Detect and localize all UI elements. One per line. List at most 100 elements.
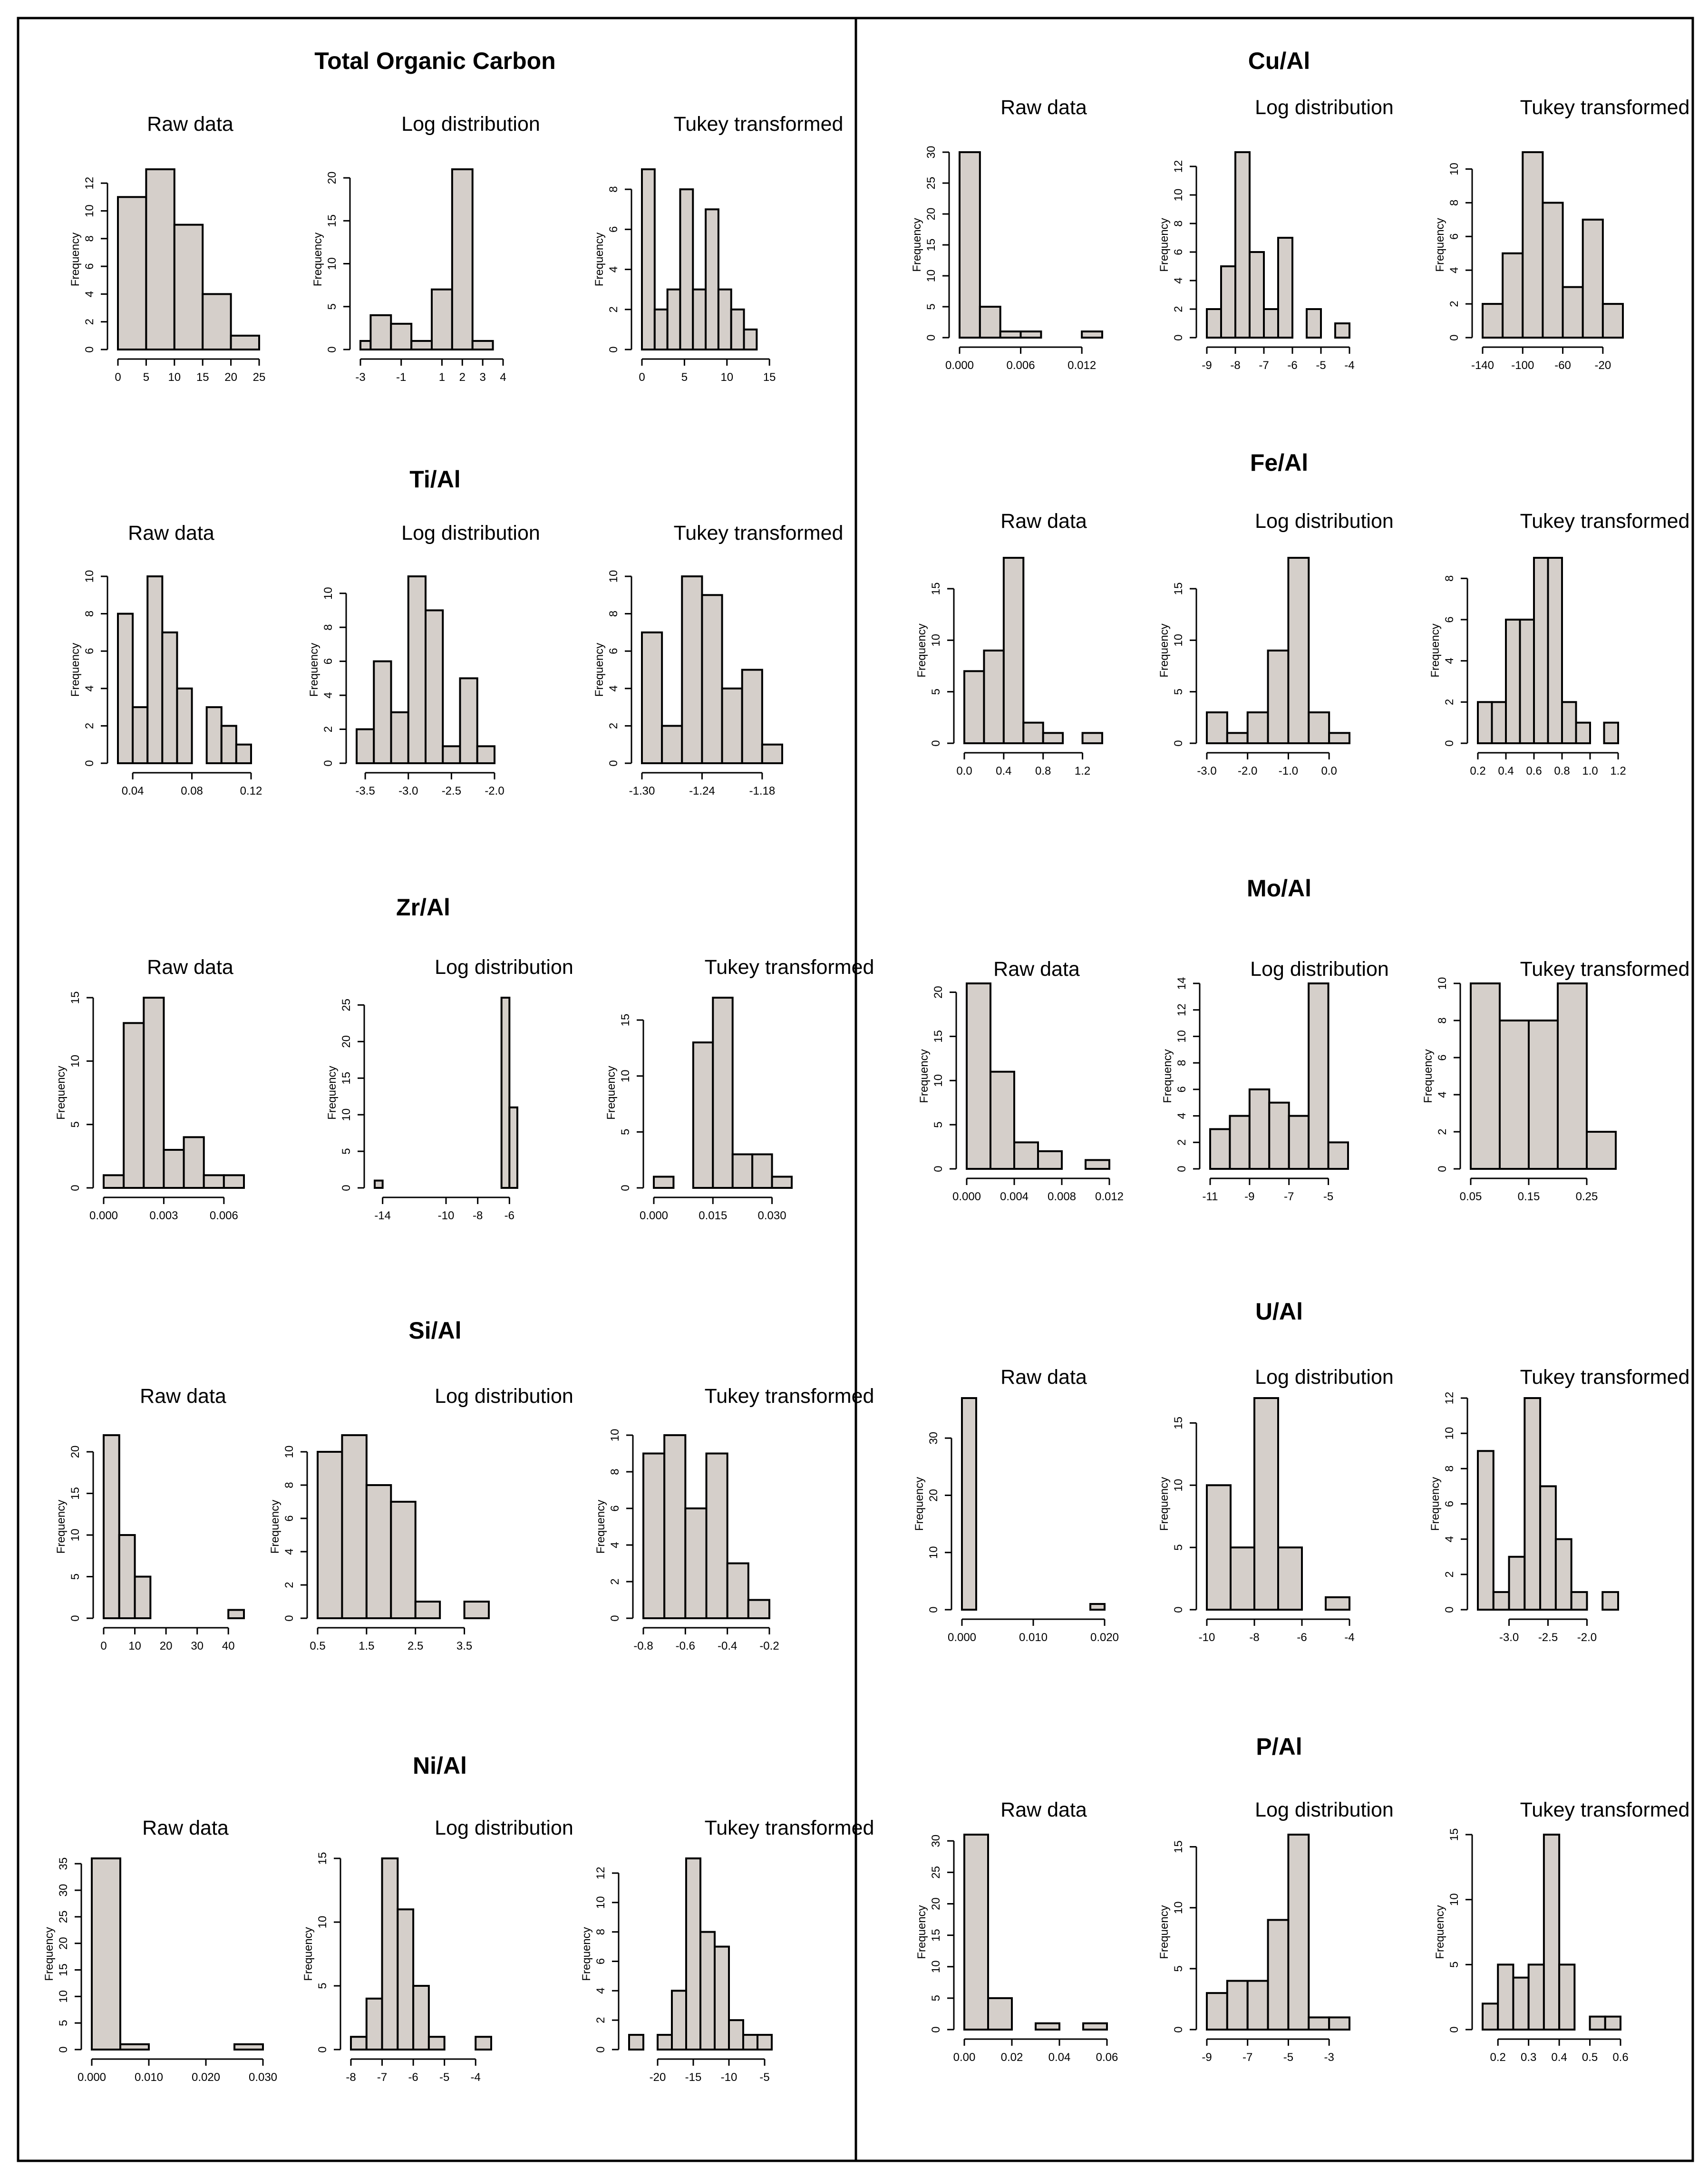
histogram-panel: Tukey transformed Frequency -3.0 -2.5 -2.0 0 2… — [1429, 1366, 1689, 1644]
y-axis-label: Frequency — [1434, 1905, 1446, 1959]
histogram-bar — [1477, 1450, 1494, 1611]
x-tick-label: 25 — [253, 371, 266, 384]
histogram-panel: Log distribution Frequency -3.5 -3.0 -2.5 -2.… — [308, 522, 540, 797]
y-tick-label: 20 — [927, 1489, 940, 1502]
x-tick-label: -0.6 — [676, 1640, 695, 1652]
histogram-bar — [183, 1136, 205, 1189]
x-tick-label: -9 — [1202, 2051, 1212, 2064]
x-tick-label: -1.0 — [1279, 765, 1298, 778]
histogram-panel: Log distribution Frequency -10 -8 -6 -4 0 5 10 15 — [1158, 1366, 1394, 1644]
y-tick-label: 0 — [283, 1615, 296, 1621]
histogram-bar — [1528, 1020, 1559, 1170]
histogram-panel: Tukey transformed Frequency 0.2 0.3 0.4 0.5 0.… — [1434, 1798, 1689, 2064]
histogram-bar — [508, 1106, 519, 1189]
x-tick-label: 0.12 — [240, 785, 262, 797]
group-title-toc: Total Organic Carbon — [314, 48, 555, 74]
histogram-bar — [741, 669, 763, 764]
x-tick-label: -3 — [1324, 2051, 1334, 2064]
x-tick-label: 1 — [439, 371, 445, 384]
histogram-panel: Tukey transformed Frequency -20 -15 -10 -5 0 2 4… — [580, 1817, 874, 2084]
y-tick-label: 2 — [607, 306, 620, 312]
histogram-bar — [373, 660, 392, 764]
x-tick-label: 20 — [224, 371, 237, 384]
y-tick-label: 10 — [1175, 1030, 1188, 1043]
histogram-bar — [747, 1599, 771, 1619]
x-tick-label: 0.06 — [1096, 2051, 1118, 2064]
histogram-bar — [1287, 557, 1310, 744]
y-tick-label: 0 — [1175, 1166, 1188, 1172]
x-tick-label: 15 — [763, 371, 776, 384]
histogram-panel: Log distribution Frequency -14 -10 -8 -6 0 5 10 1… — [326, 956, 573, 1222]
histogram-bar — [641, 168, 656, 350]
x-tick-label: 0.008 — [1048, 1190, 1076, 1203]
y-tick-label: 4 — [1448, 267, 1461, 273]
y-tick-label: 5 — [930, 1995, 942, 2001]
histogram-panel: Log distribution Frequency -3.0 -2.0 -1.0 0.0… — [1158, 510, 1394, 778]
histogram-bar — [1277, 237, 1293, 339]
x-tick-label: -15 — [685, 2071, 702, 2084]
y-tick-label: 6 — [1443, 616, 1456, 622]
histogram-bar — [1533, 557, 1549, 744]
x-tick-label: 0.020 — [192, 2071, 220, 2084]
y-tick-label: 0 — [340, 1185, 353, 1191]
histogram-bar — [1209, 1128, 1231, 1170]
y-tick-label: 8 — [83, 235, 96, 242]
y-tick-label: 5 — [619, 1129, 632, 1135]
y-tick-label: 4 — [1175, 1113, 1188, 1119]
histogram-bar — [731, 1153, 754, 1189]
y-tick-label: 0 — [83, 346, 96, 352]
y-tick-label: 20 — [930, 1897, 942, 1910]
y-axis-label: Frequency — [69, 643, 82, 697]
x-tick-label: 0.020 — [1090, 1631, 1119, 1644]
histogram-bar — [1505, 619, 1521, 744]
y-axis-label: Frequency — [605, 1066, 618, 1119]
x-tick-label: 0.015 — [699, 1209, 727, 1222]
x-tick-label: 0.15 — [1518, 1190, 1540, 1203]
histogram-bar — [1308, 2016, 1330, 2031]
histogram-bar — [1081, 330, 1103, 339]
y-tick-label: 20 — [57, 1937, 70, 1950]
y-tick-label: 10 — [316, 1916, 329, 1929]
histogram-bar — [359, 340, 372, 351]
x-tick-label: -5 — [1316, 359, 1326, 372]
y-tick-label: 10 — [340, 1108, 353, 1121]
y-tick-label: 0 — [609, 1615, 621, 1621]
y-axis-label: Frequency — [1158, 1905, 1171, 1959]
x-tick-label: 0.003 — [149, 1209, 178, 1222]
histogram-bar — [761, 743, 784, 764]
x-tick-label: 0.000 — [945, 359, 974, 372]
panel-title: Log distribution — [1255, 96, 1394, 119]
y-axis-label: Frequency — [1422, 1049, 1435, 1103]
y-tick-label: 15 — [930, 583, 942, 595]
panel-title: Raw data — [147, 956, 233, 979]
y-tick-label: 4 — [594, 1988, 607, 1994]
histogram-bar — [203, 1174, 225, 1189]
y-tick-label: 15 — [340, 1072, 353, 1085]
panel-title: Raw data — [147, 113, 233, 136]
histogram-bar — [176, 687, 193, 765]
histogram-bar — [91, 1857, 121, 2051]
y-tick-label: 5 — [930, 689, 942, 695]
histogram-bar — [369, 314, 392, 350]
panel-title: Raw data — [140, 1385, 226, 1408]
y-tick-label: 0 — [83, 760, 96, 766]
histogram-bar — [1206, 308, 1222, 339]
histogram-bar — [1206, 711, 1228, 744]
histogram-bar — [685, 1857, 701, 2051]
histogram-bar — [146, 575, 164, 764]
y-tick-label: 5 — [57, 2020, 70, 2026]
histogram-bar — [205, 706, 223, 764]
y-tick-label: 10 — [930, 1960, 942, 1973]
x-tick-label: -2.0 — [485, 785, 504, 797]
histogram-bar — [427, 2036, 446, 2051]
histogram-bar — [397, 1908, 415, 2051]
x-tick-label: -1 — [396, 371, 406, 384]
y-tick-label: 0 — [326, 346, 339, 352]
y-tick-label: 10 — [607, 570, 620, 583]
x-tick-label: 0.0 — [956, 765, 972, 778]
y-tick-label: 0 — [619, 1185, 632, 1191]
y-tick-label: 15 — [1172, 583, 1185, 595]
histogram-bar — [717, 288, 732, 351]
x-tick-label: 1.2 — [1075, 765, 1090, 778]
y-tick-label: 10 — [1448, 163, 1461, 175]
